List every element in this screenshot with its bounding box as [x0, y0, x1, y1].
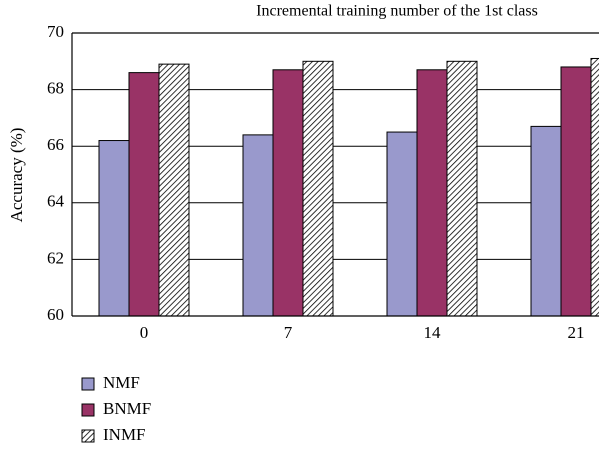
bar — [560, 66, 592, 317]
x-tick-label: 21 — [568, 323, 585, 342]
legend-swatch — [81, 377, 95, 391]
y-tick-label: 68 — [47, 79, 64, 98]
x-tick-label: 7 — [284, 323, 293, 342]
bar — [158, 63, 190, 317]
bar — [98, 140, 130, 317]
chart-title: Incremental training number of the 1st c… — [256, 3, 538, 20]
y-tick-label: 64 — [47, 192, 65, 211]
legend-swatch — [81, 429, 95, 443]
legend-label: INMF — [103, 425, 146, 444]
y-tick-label: 66 — [47, 135, 64, 154]
y-tick-label: 62 — [47, 248, 64, 267]
y-axis-label: Accuracy (%) — [7, 128, 26, 223]
legend-label: NMF — [103, 373, 140, 392]
legend-swatch — [81, 403, 95, 417]
bar — [242, 134, 274, 317]
bar — [530, 125, 562, 317]
legend-label: BNMF — [103, 399, 151, 418]
x-tick-label: 14 — [424, 323, 442, 342]
bar — [386, 131, 418, 317]
y-tick-label: 60 — [47, 305, 64, 324]
bar — [302, 60, 334, 317]
x-tick-label: 0 — [140, 323, 149, 342]
bar — [272, 69, 304, 317]
y-tick-label: 70 — [47, 22, 64, 41]
bar — [416, 69, 448, 317]
bar — [128, 72, 160, 317]
bar — [446, 60, 478, 317]
bar — [590, 57, 599, 317]
